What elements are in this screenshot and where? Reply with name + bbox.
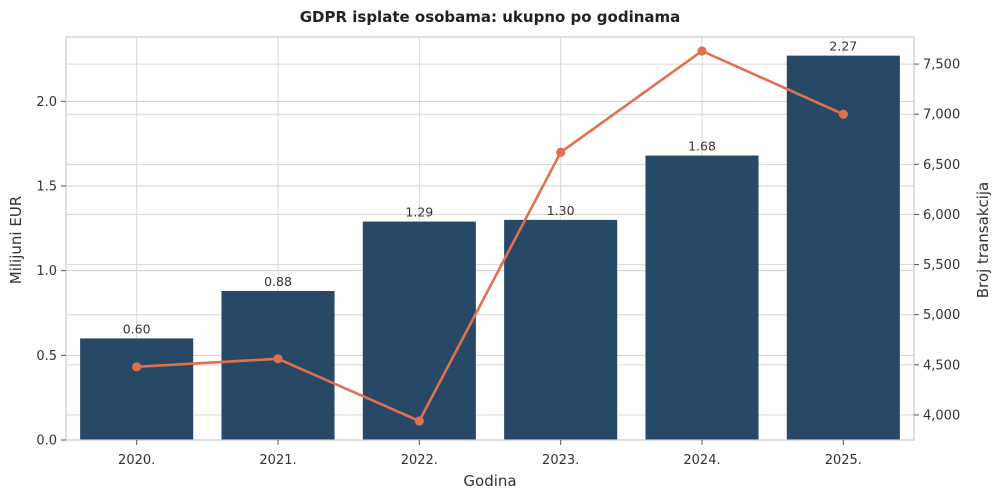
y2-tick-label: 4,000 — [923, 408, 960, 423]
y2-tick-label: 6,000 — [923, 208, 960, 223]
bar — [221, 290, 335, 440]
x-tick-label: 2022. — [401, 453, 438, 468]
bar — [786, 55, 900, 441]
left-axis-ticks: 0.0 0.5 1.0 1.5 2.0 — [36, 95, 66, 449]
line-point — [697, 46, 707, 56]
bar-value-label: 1.29 — [405, 205, 433, 220]
y2-tick-label: 7,000 — [923, 108, 960, 123]
x-tick-label: 2023. — [542, 453, 579, 468]
line-point — [556, 147, 566, 157]
y-tick-label: 1.5 — [36, 180, 57, 195]
bar — [80, 338, 194, 440]
bar-value-label: 0.88 — [264, 274, 292, 289]
bar-value-label: 0.60 — [123, 321, 151, 336]
x-tick-label: 2021. — [259, 453, 296, 468]
plot-frame — [65, 36, 915, 441]
y-tick-label: 0.5 — [36, 349, 57, 364]
bar-value-label: 2.27 — [829, 39, 857, 54]
bar-value-label: 1.30 — [547, 203, 575, 218]
bar-value-labels: 0.60 0.88 1.29 1.30 1.68 2.27 — [123, 39, 858, 337]
y2-tick-label: 4,500 — [923, 358, 960, 373]
transactions-line — [136, 49, 844, 423]
bar — [504, 219, 618, 440]
y-tick-label: 1.0 — [36, 264, 57, 279]
y-axis-label: Milijuni EUR — [7, 196, 25, 284]
x-axis-ticks: 2020. 2021. 2022. 2023. 2024. 2025. — [118, 440, 862, 468]
bar — [645, 155, 759, 440]
chart-title: GDPR isplate osobama: ukupno po godinama — [300, 8, 681, 26]
y2-axis-label: Broj transakcija — [974, 182, 992, 298]
y2-tick-label: 7,500 — [923, 58, 960, 73]
line-point — [273, 354, 283, 364]
y2-tick-label: 5,000 — [923, 308, 960, 323]
line-point — [132, 362, 142, 372]
bar — [362, 221, 476, 440]
y2-tick-label: 6,500 — [923, 158, 960, 173]
x-tick-label: 2025. — [825, 453, 862, 468]
y-tick-label: 0.0 — [36, 434, 57, 449]
line-series — [132, 46, 848, 426]
bar-value-label: 1.68 — [688, 139, 716, 154]
y2-tick-label: 5,500 — [923, 258, 960, 273]
right-axis-ticks: 4,000 4,500 5,000 5,500 6,000 6,500 7,000 7,500 — [914, 58, 960, 423]
x-tick-label: 2020. — [118, 453, 155, 468]
x-tick-label: 2024. — [683, 453, 720, 468]
y-tick-label: 2.0 — [36, 95, 57, 110]
x-axis-label: Godina — [463, 472, 516, 490]
line-point — [838, 109, 848, 119]
line-point — [414, 416, 424, 426]
